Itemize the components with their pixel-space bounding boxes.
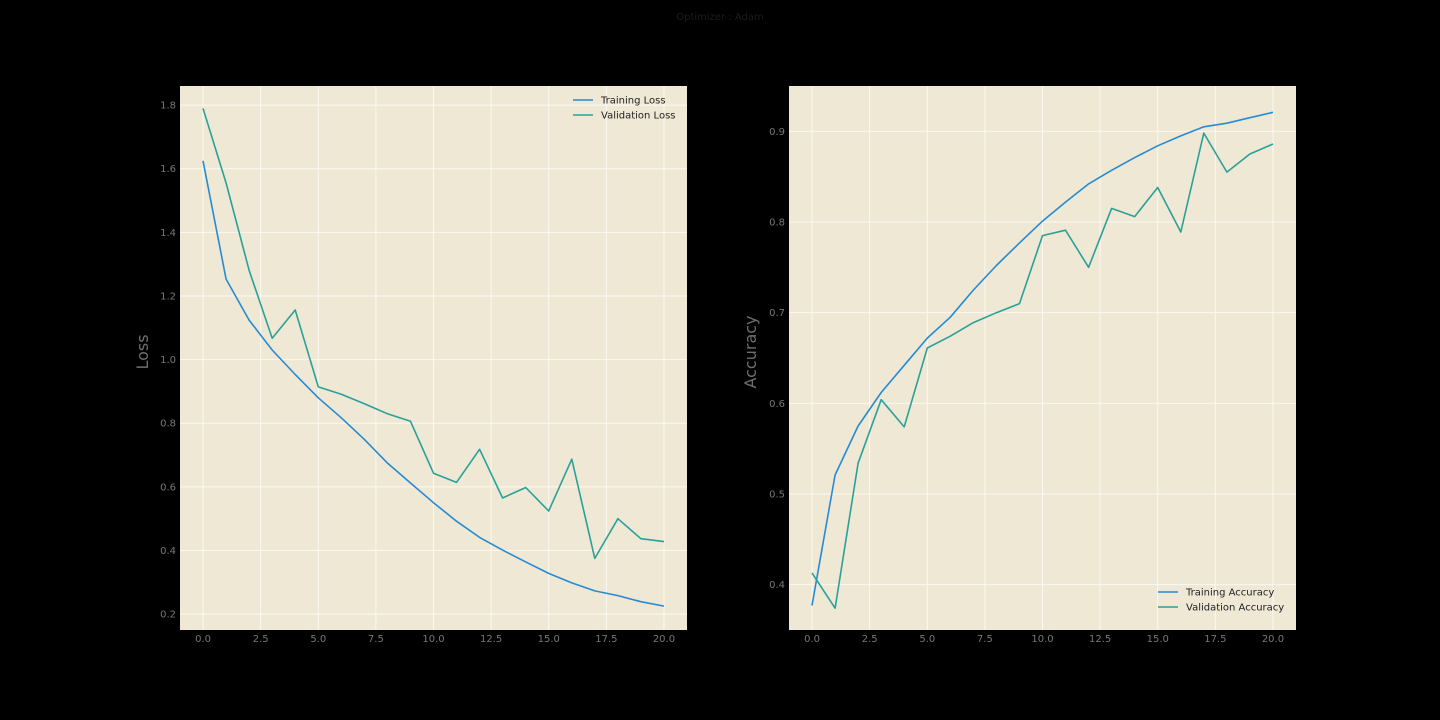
legend-label: Training Accuracy [1185, 588, 1274, 599]
legend-label: Training Loss [600, 96, 666, 107]
y-axis-label: Loss [133, 334, 152, 369]
x-tick-label: 0.0 [804, 634, 820, 645]
series-line-training-accuracy [811, 111, 1274, 606]
x-tick-label: 10.0 [422, 634, 444, 645]
x-tick-label: 2.5 [862, 634, 878, 645]
y-tick-label: 0.6 [160, 482, 176, 493]
legend: Training Accuracy Validation Accuracy [1158, 588, 1284, 614]
x-tick-label: 12.5 [480, 634, 502, 645]
y-tick-label: 0.8 [769, 218, 785, 229]
x-tick-label: 15.0 [538, 634, 560, 645]
x-tick-label: 20.0 [1262, 634, 1284, 645]
legend-label: Validation Accuracy [1186, 603, 1284, 614]
y-tick-label: 1.8 [160, 101, 176, 112]
x-tick-label: 7.5 [977, 634, 993, 645]
loss-chart: 0.0 2.5 5.0 7.5 10.0 12.5 15.0 17.5 20.0 0.2 0.4 0.… [133, 86, 687, 645]
y-tick-label: 0.8 [160, 419, 176, 430]
y-tick-label: 0.6 [769, 399, 785, 410]
series-line-validation-loss [202, 108, 665, 560]
x-tick-label: 17.5 [1204, 634, 1226, 645]
y-tick-label: 0.9 [769, 127, 785, 138]
x-tick-label: 7.5 [368, 634, 384, 645]
x-tick-label: 5.0 [919, 634, 935, 645]
y-tick-label: 0.7 [769, 308, 785, 319]
figure-suptitle: Optimizer : Adam [676, 12, 764, 23]
x-tick-label: 17.5 [595, 634, 617, 645]
y-tick-label: 1.0 [160, 355, 176, 366]
y-tick-label: 1.6 [160, 164, 176, 175]
x-tick-label: 20.0 [653, 634, 675, 645]
x-tick-label: 12.5 [1089, 634, 1111, 645]
x-tick-label: 0.0 [195, 634, 211, 645]
x-tick-label: 2.5 [253, 634, 269, 645]
x-tick-label: 5.0 [310, 634, 326, 645]
y-tick-label: 0.4 [160, 546, 176, 557]
series-line-training-loss [202, 160, 665, 607]
legend: Training Loss Validation Loss [573, 96, 676, 122]
y-axis-label: Accuracy [741, 315, 760, 388]
legend-label: Validation Loss [601, 111, 676, 122]
series-line-validation-accuracy [811, 132, 1274, 610]
x-tick-label: 15.0 [1147, 634, 1169, 645]
y-tick-label: 0.5 [769, 490, 785, 501]
y-tick-label: 0.4 [769, 580, 785, 591]
y-tick-label: 1.4 [160, 228, 176, 239]
x-tick-label: 10.0 [1031, 634, 1053, 645]
y-tick-label: 0.2 [160, 610, 176, 621]
accuracy-chart: 0.0 2.5 5.0 7.5 10.0 12.5 15.0 17.5 20.0 0.4 0.5 0.… [741, 86, 1296, 645]
y-tick-label: 1.2 [160, 291, 176, 302]
